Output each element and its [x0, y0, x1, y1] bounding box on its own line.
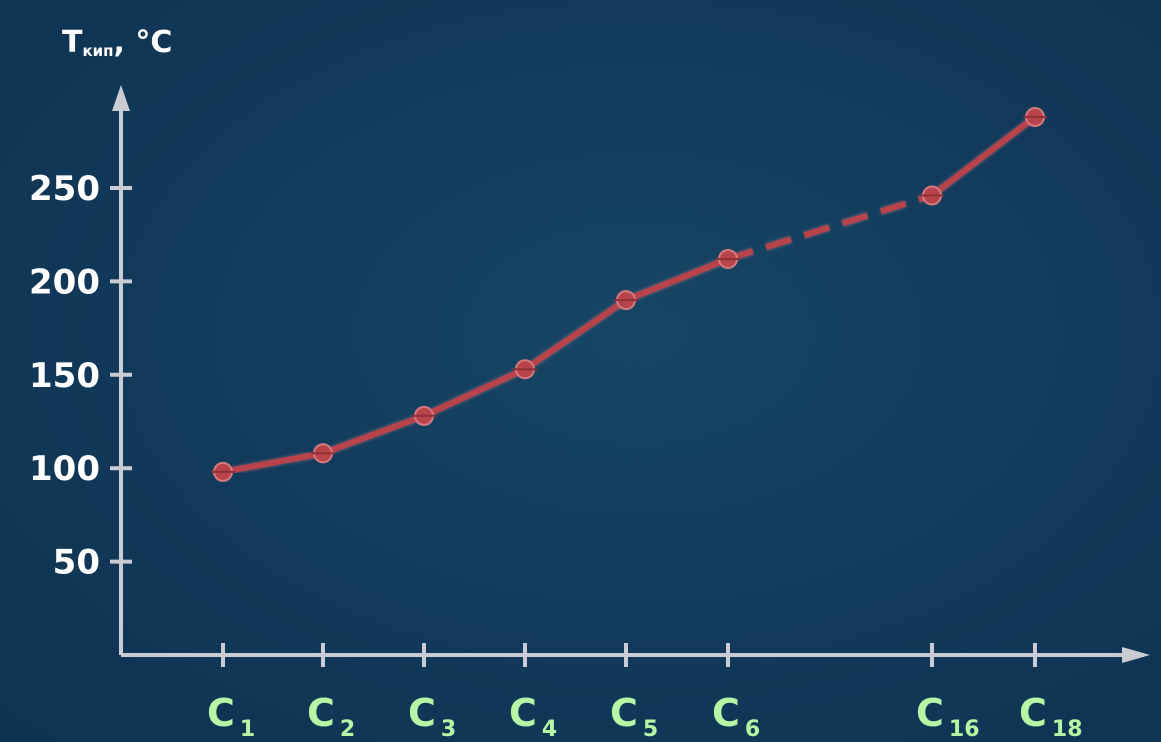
y-axis-arrow	[112, 85, 130, 111]
chart-title: Tкип, °C	[62, 25, 172, 60]
series-segment	[522, 297, 629, 373]
series-segment	[929, 114, 1038, 199]
series-segment	[623, 255, 731, 304]
y-tick-label: 50	[53, 543, 100, 583]
x-axis-arrow	[1122, 647, 1150, 663]
series-segment-dashed	[727, 192, 933, 262]
x-category-label: C 18	[1019, 691, 1083, 742]
axes	[110, 85, 1150, 667]
y-tick-label: 200	[29, 262, 100, 302]
series-layer	[211, 107, 1047, 482]
y-tick-label: 100	[29, 449, 100, 489]
x-category-label: C 16	[916, 691, 980, 742]
series-segment	[220, 450, 326, 475]
series-segment	[320, 412, 427, 457]
labels-layer: 50 100 150 200 250 C 1 C 2 C 3 C 4 C 5 C 6 C 16 C 18	[29, 169, 1083, 742]
series-segment	[421, 366, 528, 419]
y-tick-label: 150	[29, 356, 100, 396]
y-tick-label: 250	[29, 169, 100, 209]
